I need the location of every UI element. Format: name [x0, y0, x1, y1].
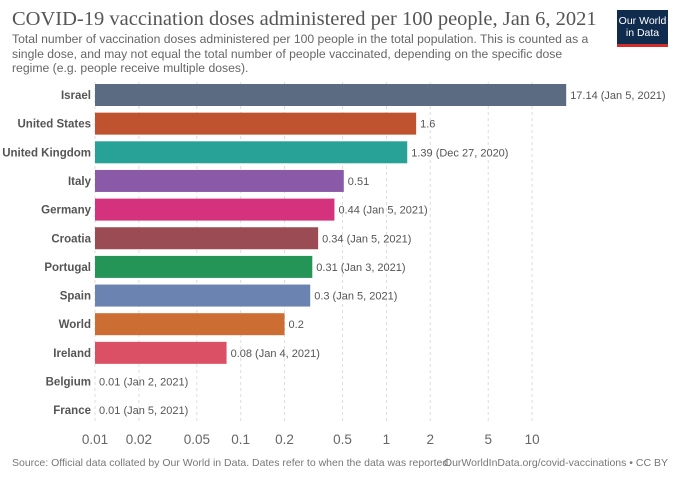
- data-label: 0.01 (Jan 5, 2021): [99, 405, 188, 417]
- category-label: United States: [18, 119, 92, 131]
- data-label: 0.08 (Jan 4, 2021): [231, 348, 320, 360]
- data-label: 0.01 (Jan 2, 2021): [99, 377, 188, 389]
- bar-croatia: [95, 227, 319, 250]
- category-label: Spain: [60, 291, 91, 303]
- bar-world: [95, 313, 285, 336]
- category-label: Germany: [41, 205, 91, 217]
- x-tick-label: 10: [525, 432, 540, 447]
- bar-united-states: [95, 112, 417, 135]
- category-label: Ireland: [53, 348, 91, 360]
- category-label: France: [53, 405, 91, 417]
- category-label: Portugal: [44, 262, 91, 274]
- category-label: World: [59, 319, 91, 331]
- bar-israel: [95, 84, 567, 106]
- x-tick-label: 1: [383, 432, 391, 447]
- chart-title: COVID-19 vaccination doses administered …: [12, 8, 597, 30]
- bar-spain: [95, 284, 311, 307]
- bar-italy: [95, 169, 344, 192]
- category-label: United Kingdom: [2, 147, 91, 159]
- category-label: Croatia: [51, 233, 91, 245]
- source-url[interactable]: OurWorldInData.org/covid-vaccinations • …: [443, 457, 668, 469]
- bar-germany: [95, 198, 335, 221]
- data-label: 0.31 (Jan 3, 2021): [316, 262, 405, 274]
- data-label: 0.51: [348, 176, 369, 188]
- x-tick-label: 0.5: [333, 432, 352, 447]
- x-tick-label: 0.1: [231, 432, 250, 447]
- category-label: Italy: [68, 176, 92, 188]
- owid-logo[interactable]: Our World in Data: [617, 10, 668, 47]
- data-label: 17.14 (Jan 5, 2021): [570, 90, 665, 102]
- x-tick-label: 0.2: [275, 432, 294, 447]
- bar-united-kingdom: [95, 141, 408, 164]
- category-label: Israel: [61, 90, 91, 102]
- source-note: Source: Official data collated by Our Wo…: [12, 457, 452, 469]
- x-tick-label: 0.02: [126, 432, 152, 447]
- data-label: 0.44 (Jan 5, 2021): [338, 205, 427, 217]
- x-tick-label: 0.01: [82, 432, 108, 447]
- x-tick-label: 2: [427, 432, 435, 447]
- data-label: 0.34 (Jan 5, 2021): [322, 233, 411, 245]
- x-tick-label: 0.05: [184, 432, 210, 447]
- data-label: 0.3 (Jan 5, 2021): [314, 291, 397, 303]
- x-tick-label: 5: [484, 432, 492, 447]
- bar-portugal: [95, 255, 313, 278]
- data-label: 1.6: [420, 119, 435, 131]
- data-label: 1.39 (Dec 27, 2020): [411, 147, 508, 159]
- chart-subtitle: Total number of vaccination doses admini…: [12, 32, 589, 75]
- category-label: Belgium: [46, 377, 91, 389]
- bar-ireland: [95, 341, 227, 364]
- data-label: 0.2: [289, 319, 304, 331]
